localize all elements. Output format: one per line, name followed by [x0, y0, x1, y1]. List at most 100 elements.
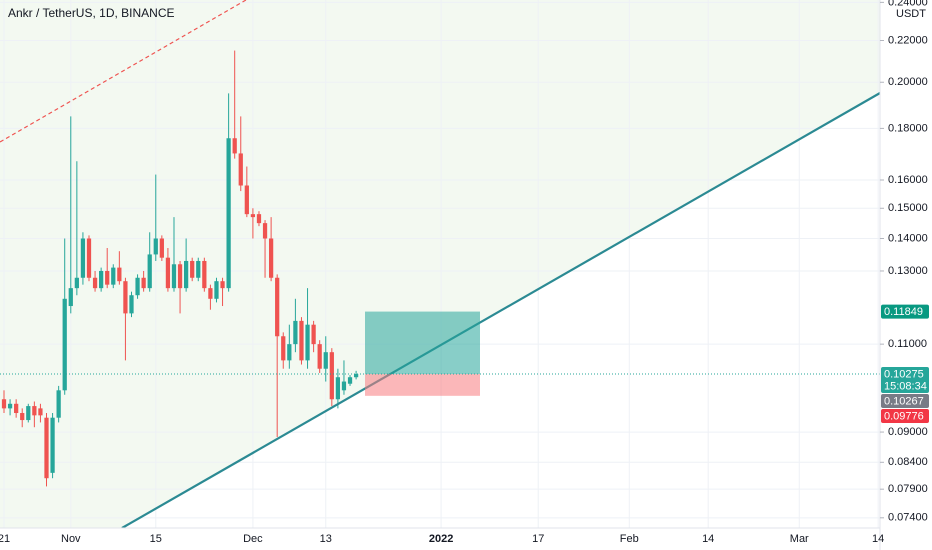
candle-body	[117, 267, 122, 282]
candle-body	[20, 413, 25, 421]
candle-body	[323, 352, 328, 369]
candle-body	[287, 344, 292, 361]
trend-line[interactable]	[121, 92, 881, 529]
x-tick-label: 14	[702, 533, 714, 545]
x-tick-label: 13	[320, 533, 332, 545]
candle-body	[208, 288, 213, 299]
candle-body	[238, 153, 243, 186]
chart-title: Ankr / TetherUS, 1D, BINANCE	[8, 6, 175, 20]
candle-body	[311, 324, 316, 345]
price-tag	[881, 409, 929, 424]
candle-body	[62, 298, 67, 391]
y-tick-label: 0.07400	[888, 512, 928, 524]
x-tick-label: 17	[532, 533, 544, 545]
y-tick-label: 0.08400	[888, 456, 928, 468]
candle-body	[165, 257, 171, 289]
price-axis	[880, 0, 932, 550]
candle-body	[171, 264, 177, 289]
x-tick-label: 21	[0, 533, 10, 545]
candle-body	[256, 214, 262, 224]
candle-body	[105, 270, 110, 285]
candle-body	[32, 406, 37, 416]
y-tick-label: 0.09000	[888, 426, 928, 438]
y-tick-label: 0.18000	[888, 122, 928, 134]
dashed-trend-line	[0, 0, 247, 143]
candle-body	[86, 238, 92, 278]
candle-body	[335, 377, 341, 400]
x-tick-label: Nov	[61, 533, 81, 545]
y-tick-label: 0.11000	[888, 338, 927, 350]
candle-body	[305, 324, 310, 361]
y-tick-label: 0.22000	[888, 34, 928, 46]
candle-body	[353, 374, 359, 378]
x-tick-label: Feb	[620, 533, 639, 545]
candle-body	[293, 320, 298, 345]
candle-body	[299, 320, 304, 361]
candle-body	[123, 281, 128, 314]
candle-body	[68, 288, 73, 307]
price-tag-label: 0.10275	[884, 368, 924, 380]
candle-body	[111, 267, 116, 285]
candle-body	[184, 260, 189, 289]
channel-area	[0, 0, 880, 528]
y-tick-label: 0.15000	[888, 202, 928, 214]
candle-body	[268, 238, 274, 278]
countdown-label: 15:08:34	[884, 380, 927, 392]
x-tick-label: Mar	[790, 533, 809, 545]
y-tick-label: 0.14000	[888, 232, 928, 244]
x-tick-label: 14	[872, 533, 884, 545]
candle-body	[44, 417, 49, 479]
candle-body	[74, 277, 79, 289]
x-tick-label: 2022	[429, 533, 453, 545]
candle-body	[92, 277, 98, 289]
y-tick-label: 0.13000	[888, 265, 928, 277]
candle-body	[159, 238, 164, 258]
candle-body	[341, 381, 347, 391]
price-tag	[881, 304, 929, 319]
time-axis	[0, 528, 880, 550]
candle-body	[1, 399, 7, 409]
candle-body	[196, 260, 201, 278]
candle-body	[26, 406, 31, 421]
candle-body	[56, 390, 61, 418]
candle-body	[250, 214, 256, 218]
x-tick-label: 15	[150, 533, 162, 545]
candle-body	[135, 277, 140, 296]
price-tag-label: 0.09776	[884, 410, 924, 422]
candle-body	[317, 344, 322, 369]
candle-body	[7, 403, 13, 409]
candle-body	[99, 270, 104, 289]
candle-body	[244, 185, 249, 215]
grid	[0, 0, 880, 528]
candle-body	[50, 417, 55, 473]
candle-body	[129, 295, 134, 314]
overlays	[0, 311, 880, 396]
candle-body	[141, 277, 146, 289]
y-unit: USDT	[896, 8, 926, 20]
stop-zone	[365, 374, 480, 396]
candle-body	[226, 138, 231, 289]
y-tick-label: 0.24000	[888, 0, 928, 8]
candle-body	[153, 238, 158, 255]
candles	[1, 50, 359, 487]
candle-body	[14, 403, 19, 414]
candle-body	[275, 277, 280, 337]
y-tick-label: 0.16000	[888, 174, 928, 186]
candle-body	[177, 264, 183, 289]
x-tick-label: Dec	[243, 533, 263, 545]
price-tag	[881, 394, 929, 409]
candle-body	[220, 281, 225, 289]
price-tag-label: 0.10267	[884, 395, 924, 407]
candle-body	[80, 238, 86, 278]
candle-body	[202, 260, 207, 289]
target-zone	[365, 311, 480, 375]
price-tag-label: 0.11849	[884, 306, 923, 318]
price-tag	[881, 367, 929, 394]
candle-body	[190, 260, 195, 278]
candle-body	[262, 223, 268, 239]
candle-body	[347, 377, 353, 384]
y-tick-label: 0.20000	[888, 76, 928, 88]
candle-body	[329, 352, 334, 400]
